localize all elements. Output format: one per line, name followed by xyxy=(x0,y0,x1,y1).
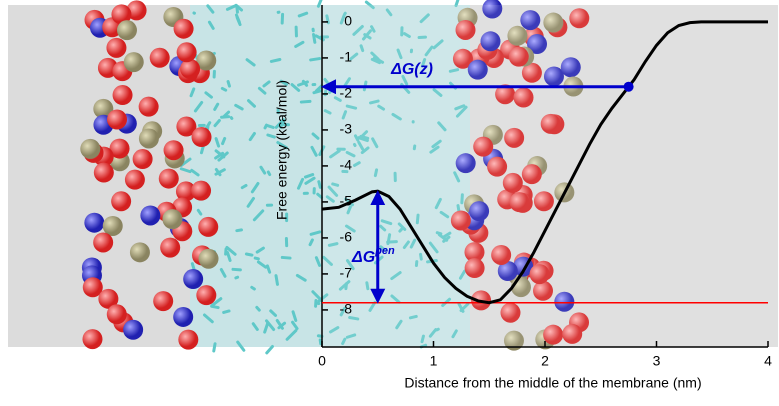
lipid-tail xyxy=(268,172,269,175)
atom xyxy=(139,97,159,117)
lipid-tail xyxy=(236,277,238,278)
y-tick-label: -3 xyxy=(340,121,353,137)
lipid-tail xyxy=(222,88,225,90)
lipid-tail xyxy=(314,34,315,42)
atom xyxy=(192,127,212,147)
atom xyxy=(94,163,114,183)
lipid-tail xyxy=(319,182,320,188)
lipid-tail xyxy=(198,210,201,214)
y-tick-label: -4 xyxy=(340,157,353,173)
y-tick-label: -6 xyxy=(340,229,353,245)
lipid-tail xyxy=(267,126,273,128)
annotation-label: ΔG(z) xyxy=(390,61,433,78)
atom xyxy=(162,209,182,229)
lipid-tail xyxy=(257,307,259,310)
lipid-tail xyxy=(252,287,255,289)
atom xyxy=(150,48,170,68)
atom xyxy=(130,242,150,262)
atom xyxy=(140,205,160,225)
lipid-tail xyxy=(282,257,290,258)
x-tick-label: 3 xyxy=(653,353,661,369)
atom xyxy=(80,139,100,159)
plot-overlay xyxy=(322,5,778,347)
y-axis-title: Free energy (kcal/mol) xyxy=(274,80,290,220)
lipid-tail xyxy=(267,347,273,353)
lipid-tail xyxy=(223,138,225,143)
atom xyxy=(82,329,102,349)
y-tick-label: 0 xyxy=(344,13,352,29)
atom xyxy=(123,320,143,340)
atom xyxy=(180,59,200,79)
y-tick-label: -7 xyxy=(340,265,353,281)
atom xyxy=(107,109,127,129)
lipid-tail xyxy=(233,269,240,270)
lipid-tail xyxy=(237,6,238,12)
lipid-tail xyxy=(214,344,215,351)
y-tick-label: -1 xyxy=(340,49,353,65)
atom xyxy=(191,181,211,201)
atom xyxy=(93,232,113,252)
x-tick-label: 0 xyxy=(318,353,326,369)
lipid-tail xyxy=(237,230,242,231)
annotation-base: ΔG xyxy=(351,249,375,266)
atom xyxy=(125,170,145,190)
atom xyxy=(198,217,218,237)
lipid-tail xyxy=(310,240,312,245)
x-axis-title: Distance from the middle of the membrane… xyxy=(404,375,701,391)
annotation-superscript: pen xyxy=(374,245,395,257)
atom xyxy=(133,149,153,169)
atom xyxy=(174,19,194,39)
lipid-tail xyxy=(276,276,277,285)
lipid-tail xyxy=(301,101,310,102)
atom xyxy=(178,330,198,350)
lipid-tail xyxy=(456,0,459,6)
atom xyxy=(183,269,203,289)
atom xyxy=(107,304,127,324)
atom xyxy=(199,249,219,269)
atom xyxy=(160,238,180,258)
atom xyxy=(177,42,197,62)
x-tick-label: 4 xyxy=(764,353,772,369)
atom xyxy=(84,213,104,233)
lipid-tail xyxy=(246,254,252,255)
atom xyxy=(196,285,216,305)
atom xyxy=(139,128,159,148)
lipid-tail xyxy=(311,59,320,60)
lipid-tail xyxy=(320,340,321,344)
lipid-tail xyxy=(255,258,258,259)
atom xyxy=(113,85,133,105)
lipid-tail xyxy=(242,185,246,187)
marker-point xyxy=(624,82,634,92)
lipid-tail xyxy=(228,82,229,87)
lipid-tail xyxy=(267,266,269,272)
atom xyxy=(124,52,144,72)
atom xyxy=(159,169,179,189)
atom xyxy=(173,307,193,327)
lipid-tail xyxy=(271,59,279,61)
atom xyxy=(164,140,184,160)
atom xyxy=(117,20,137,40)
x-tick-label: 2 xyxy=(541,353,549,369)
lipid-tail xyxy=(212,306,219,307)
lipid-tail xyxy=(224,311,229,312)
atom xyxy=(111,191,131,211)
lipid-tail xyxy=(231,118,232,119)
x-tick-label: 1 xyxy=(430,353,438,369)
atom xyxy=(106,38,126,58)
atom xyxy=(153,291,173,311)
lipid-tail xyxy=(314,91,320,93)
